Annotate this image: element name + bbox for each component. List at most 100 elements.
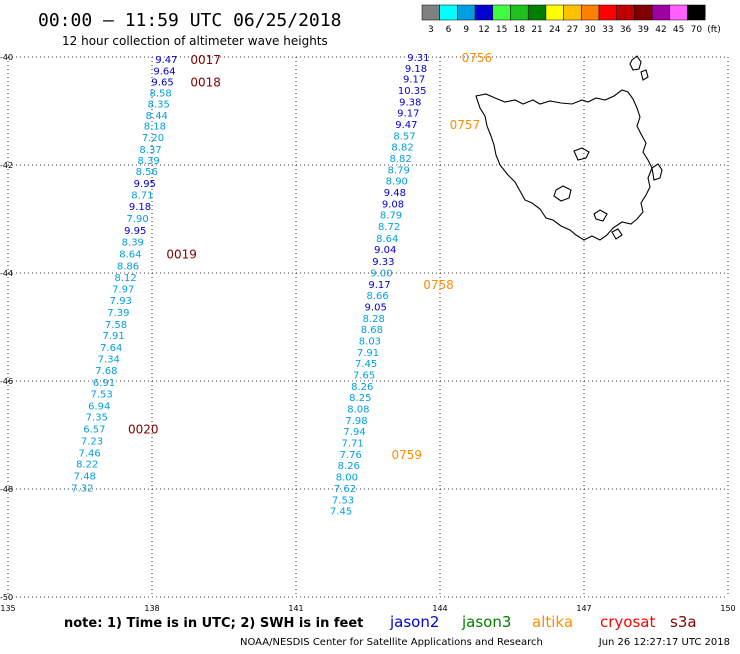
figure-title: 00:00 – 11:59 UTC 06/25/2018 xyxy=(38,10,341,31)
wave-height-value: 8.64 xyxy=(119,250,141,261)
wave-height-value: 8.66 xyxy=(366,291,388,302)
wave-height-value: 8.68 xyxy=(361,325,383,336)
satellite-legend-item: jason3 xyxy=(461,613,511,631)
colorbar-tick-label: 27 xyxy=(567,25,578,35)
colorbar-tick-label: 9 xyxy=(463,25,469,35)
colorbar-swatch xyxy=(669,4,688,21)
wave-height-value: 8.82 xyxy=(391,143,413,154)
wave-height-value: 8.82 xyxy=(390,154,412,165)
wave-height-value: 8.12 xyxy=(114,273,136,284)
wave-height-value: 8.18 xyxy=(144,122,166,133)
longitude-tick-label: 138 xyxy=(144,604,159,613)
wave-height-colorbar: 3 6 9 12 15 18 21 24 27 30 33 36 39 42 45 70 (ft) xyxy=(421,4,721,35)
latitude-tick-label: -42 xyxy=(0,161,13,170)
wave-height-value: 7.39 xyxy=(107,308,129,319)
colorbar-swatch xyxy=(492,4,511,21)
colorbar-tick-label: 30 xyxy=(584,25,596,35)
figure-subtitle: 12 hour collection of altimeter wave hei… xyxy=(62,34,328,48)
wave-height-value: 8.39 xyxy=(138,156,160,167)
colorbar-swatch xyxy=(563,4,582,21)
colorbar-swatch xyxy=(439,4,458,21)
wave-height-value: 7.58 xyxy=(105,320,127,331)
wave-height-value: 9.33 xyxy=(372,257,394,268)
colorbar-swatch xyxy=(421,4,440,21)
pass-time-label: 0020 xyxy=(128,423,159,437)
wave-height-value: 8.22 xyxy=(76,460,98,471)
satellite-track: 9.319.189.1710.359.389.179.478.578.828.8… xyxy=(330,51,492,518)
wave-height-value: 8.44 xyxy=(146,111,168,122)
pass-time-label: 0019 xyxy=(166,248,197,262)
wave-height-value: 7.53 xyxy=(332,495,354,506)
wave-height-value: 7.68 xyxy=(95,366,117,377)
wave-height-value: 9.00 xyxy=(370,268,392,279)
wave-height-value: 7.20 xyxy=(142,133,164,144)
wave-height-value: 8.79 xyxy=(388,165,410,176)
longitude-tick-label: 144 xyxy=(432,604,447,613)
wave-height-value: 8.08 xyxy=(347,405,369,416)
wave-height-value: 7.71 xyxy=(342,439,364,450)
wave-height-value: 9.31 xyxy=(407,53,429,64)
satellite-legend-item: s3a xyxy=(670,613,697,631)
wave-height-value: 7.62 xyxy=(334,484,356,495)
colorbar-tick-label: 39 xyxy=(638,25,650,35)
wave-height-value: 9.17 xyxy=(397,109,419,120)
longitude-tick-label: 141 xyxy=(288,604,303,613)
wave-height-value: 7.23 xyxy=(81,436,103,447)
wave-height-value: 10.35 xyxy=(398,86,427,97)
wave-height-value: 8.35 xyxy=(148,99,170,110)
colorbar-tick-label: 42 xyxy=(655,25,666,35)
wave-height-value: 8.28 xyxy=(363,314,385,325)
wave-height-value: 7.94 xyxy=(343,427,365,438)
colorbar-swatch xyxy=(581,4,600,21)
wave-height-value: 8.72 xyxy=(378,222,400,233)
wave-height-value: 9.04 xyxy=(374,245,396,256)
colorbar-swatch xyxy=(527,4,547,21)
colorbar-swatch xyxy=(545,4,564,21)
colorbar-tick-label: 24 xyxy=(549,25,561,35)
latitude-tick-label: -46 xyxy=(0,377,13,386)
wave-height-value: 7.97 xyxy=(112,285,134,296)
satellite-track: 9.479.649.658.588.358.448.187.208.378.39… xyxy=(71,53,221,494)
longitude-tick-label: 150 xyxy=(720,604,735,613)
wave-height-value: 7.45 xyxy=(355,359,377,370)
tasmania-landmass xyxy=(475,55,663,241)
wave-height-value: 8.26 xyxy=(351,382,373,393)
wave-height-value: 8.25 xyxy=(349,393,371,404)
wave-height-value: 9.65 xyxy=(151,77,173,88)
pass-time-label: 0756 xyxy=(462,51,493,65)
wave-height-value: 8.90 xyxy=(386,177,408,188)
wave-height-value: 8.71 xyxy=(131,191,153,202)
latitude-labels: -40 -42 -44 -46 -48 -50 xyxy=(0,53,13,602)
latitude-tick-label: -48 xyxy=(0,485,13,494)
wave-height-value: 7.65 xyxy=(353,371,375,382)
wave-height-value: 6.91 xyxy=(93,378,115,389)
longitude-labels: 135 138 141 144 147 150 xyxy=(0,604,735,613)
wave-height-value: 8.56 xyxy=(136,167,158,178)
wave-height-value: 9.08 xyxy=(382,199,404,210)
colorbar-swatch xyxy=(634,4,653,21)
colorbar-tick-label: 33 xyxy=(602,25,613,35)
wave-height-value: 9.95 xyxy=(124,226,146,237)
wave-height-value: 8.39 xyxy=(122,238,144,249)
wave-height-value: 8.00 xyxy=(336,473,358,484)
wave-height-value: 9.64 xyxy=(153,67,175,78)
satellite-legend-item: cryosat xyxy=(600,613,655,631)
wave-height-value: 7.35 xyxy=(86,413,108,424)
colorbar-tick-label: 15 xyxy=(496,25,507,35)
lat-lon-grid xyxy=(7,56,729,598)
wave-height-value: 8.64 xyxy=(376,234,398,245)
footer-note: note: 1) Time is in UTC; 2) SWH is in fe… xyxy=(64,616,363,631)
wave-height-value: 7.64 xyxy=(100,343,122,354)
colorbar-swatch xyxy=(457,4,476,21)
colorbar-tick-label: 45 xyxy=(673,25,684,35)
wave-height-value: 9.95 xyxy=(134,179,156,190)
wave-height-value: 9.18 xyxy=(405,64,427,75)
wave-height-value: 7.32 xyxy=(71,483,93,494)
wave-height-value: 9.47 xyxy=(155,55,177,66)
colorbar-tick-label: 3 xyxy=(428,25,434,35)
wave-height-value: 9.18 xyxy=(129,202,151,213)
colorbar-swatch xyxy=(616,4,635,21)
wave-height-value: 6.57 xyxy=(83,425,105,436)
longitude-tick-label: 147 xyxy=(576,604,591,613)
